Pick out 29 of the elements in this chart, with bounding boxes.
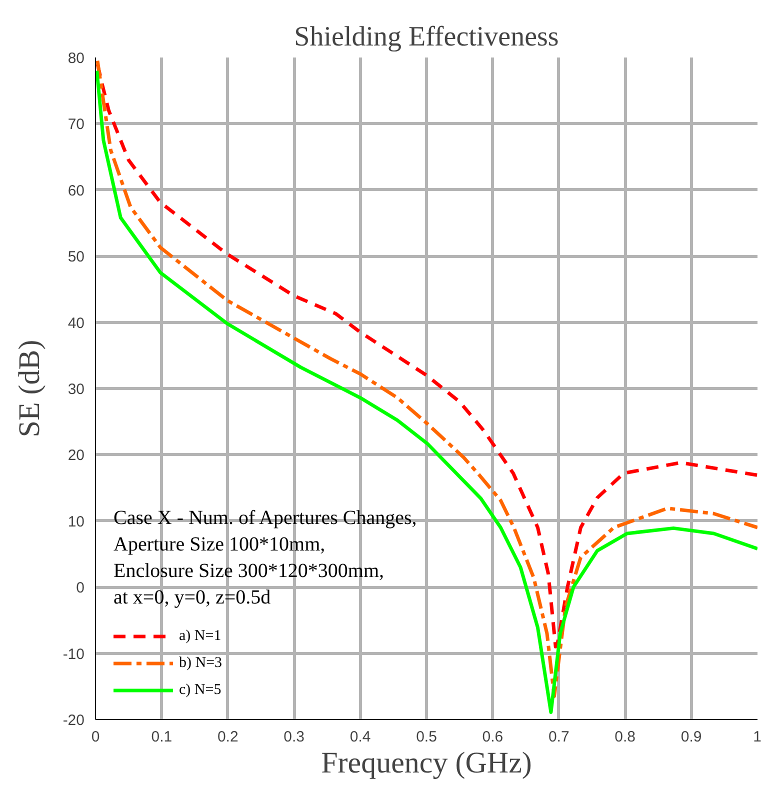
legend-label: a) N=1: [179, 626, 222, 646]
x-tick-label: 0.3: [284, 728, 305, 746]
legend-label: b) N=3: [179, 654, 222, 672]
x-tick-label: 0.1: [151, 728, 172, 746]
y-tick-label: 60: [68, 182, 85, 200]
y-tick-label: 40: [68, 314, 85, 332]
y-tick-label: -20: [62, 712, 85, 729]
x-tick-label: 0.7: [548, 728, 570, 746]
y-tick-label: 50: [68, 248, 85, 266]
x-axis-title: Frequency (GHz): [321, 746, 532, 780]
y-axis-title: SE (dB): [12, 340, 46, 438]
x-tick-label: 0.4: [350, 728, 371, 746]
y-tick-label: 30: [68, 381, 85, 398]
x-tick-label: 0: [91, 728, 100, 746]
x-tick-label: 0.9: [680, 728, 702, 746]
y-tick-label: 80: [68, 50, 85, 67]
x-tick-label: 0.2: [217, 728, 238, 746]
y-tick-label: 20: [68, 447, 85, 464]
legend-title: Case X - Num. of Apertures Changes, Aperture Size 100*10mm, Enclosure Size 300*120*300mm, at x=0, y=0, z=0.5d: [114, 507, 417, 608]
y-tick-label: 10: [68, 513, 85, 530]
y-tick-label: -10: [62, 646, 85, 663]
y-tick-label: 70: [68, 116, 85, 134]
x-tick-label: 0.8: [614, 728, 636, 746]
x-tick-label: 1: [753, 728, 761, 746]
chart-title: Shielding Effectiveness: [294, 22, 559, 52]
legend-label: c) N=5: [179, 680, 222, 700]
y-tick-label: 0: [76, 580, 84, 597]
x-tick-label: 0.5: [416, 728, 437, 746]
x-tick-label: 0.6: [482, 728, 504, 746]
